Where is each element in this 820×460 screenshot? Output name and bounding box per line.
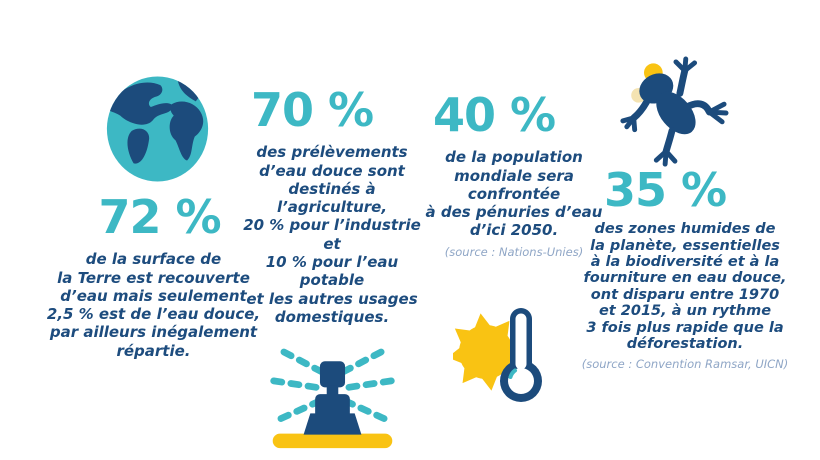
stat-source: (source : Nations-Unies) — [444, 244, 584, 259]
sun-thermometer-icon — [446, 305, 548, 409]
globe-icon — [105, 75, 210, 183]
frog-icon — [616, 56, 729, 170]
stat-description: des zones humides de la planète, essenti… — [583, 221, 787, 352]
stat-value: 35 % — [603, 163, 727, 217]
sprinkler-icon — [265, 340, 400, 452]
stat-card-earth-surface: 72 % de la surface de la Terre est recou… — [41, 75, 266, 360]
stat-card-withdrawals: 70 % des prélèvements d’eau douce sont d… — [232, 86, 432, 452]
stat-description: des prélèvements d’eau douce sont destin… — [243, 143, 421, 326]
stat-card-wetlands: 35 % des zones humides de la planète, es… — [578, 56, 792, 371]
stat-card-scarcity: 40 % de la population mondiale sera conf… — [417, 91, 611, 409]
stat-description: de la surface de la Terre est recouverte… — [46, 250, 261, 360]
stat-value: 40 % — [432, 88, 556, 142]
stat-value: 72 % — [98, 190, 221, 244]
stat-source: (source : Convention Ramsar, UICN) — [581, 357, 789, 372]
stat-description: de la population mondiale sera confronté… — [425, 148, 603, 240]
stat-value: 70 % — [250, 83, 374, 137]
